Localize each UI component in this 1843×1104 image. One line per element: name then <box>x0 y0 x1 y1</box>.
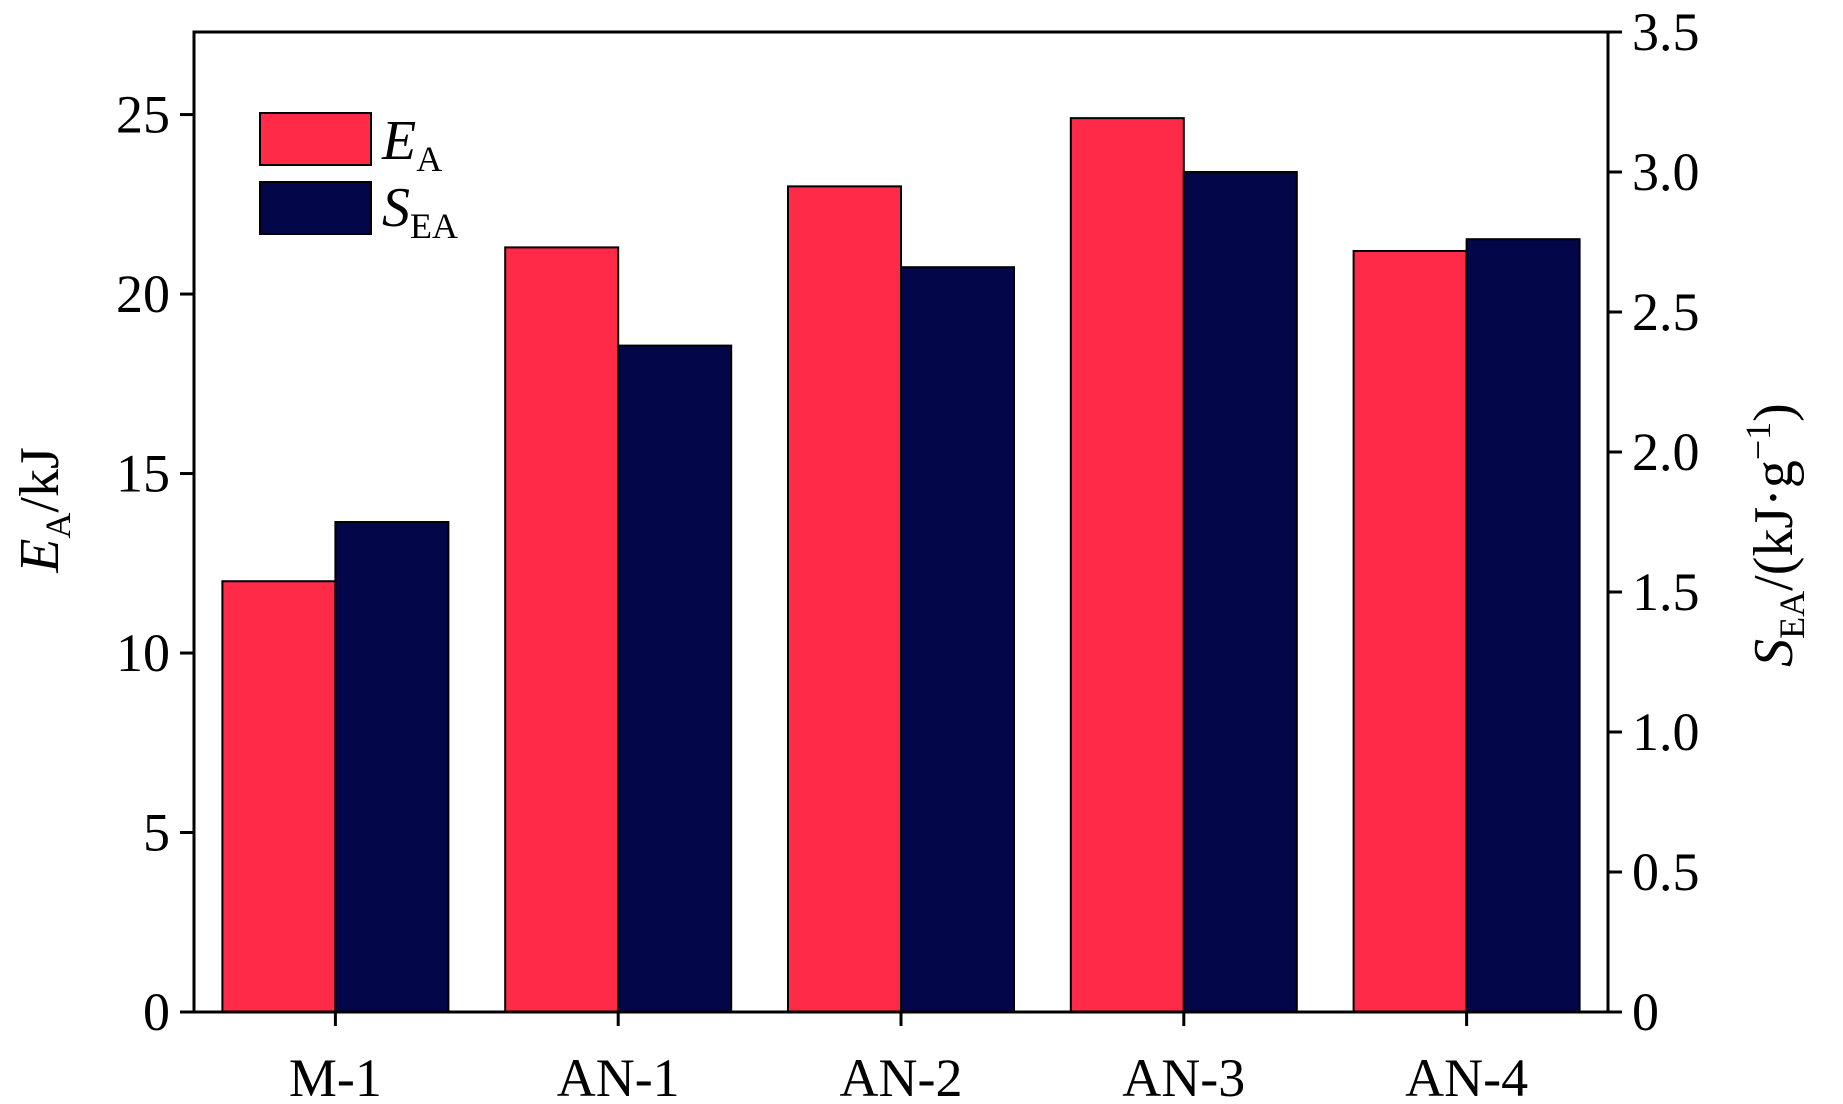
legend: EA SEA <box>259 110 458 246</box>
legend-swatch-sea <box>259 181 372 235</box>
right-tick-label: 1.0 <box>1632 702 1700 762</box>
bar-sea-an-1 <box>617 344 733 1014</box>
left-tick-label: 5 <box>143 803 170 863</box>
bars-group <box>221 117 1581 1014</box>
bar-sea-an-2 <box>900 266 1015 1013</box>
bar-sea-an-4 <box>1465 238 1581 1013</box>
right-tick-label: 2.5 <box>1632 282 1700 342</box>
right-tick-label: 1.5 <box>1632 562 1700 622</box>
bar-ea-m-1 <box>221 580 337 1013</box>
right-tick-label: 3.0 <box>1632 142 1700 202</box>
right-axis-label: SEA/(kJ·g−1) <box>1738 403 1812 667</box>
legend-label-ea: EA <box>381 110 442 179</box>
left-tick-label: 20 <box>116 264 170 324</box>
bar-ea-an-1 <box>504 246 620 1013</box>
right-tick-label: 0 <box>1632 982 1659 1042</box>
right-axis-label-main: S <box>1743 639 1805 667</box>
left-tick-label: 10 <box>116 623 170 683</box>
right-tick-label: 0.5 <box>1632 842 1700 902</box>
left-tick-label: 15 <box>116 444 170 504</box>
bar-ea-an-4 <box>1352 249 1468 1013</box>
left-tick-label: 0 <box>143 982 170 1042</box>
legend-swatch-ea <box>259 112 372 166</box>
right-axis-label-rest: /(kJ·g <box>1743 460 1805 591</box>
left-axis-label-main: E <box>9 539 71 574</box>
bar-sea-an-3 <box>1182 171 1298 1013</box>
left-axis-label-sub: A <box>38 513 78 539</box>
legend-label-sea: SEA <box>382 177 458 246</box>
x-tick-label: AN-4 <box>1405 1048 1528 1104</box>
category-ticks: M-1 AN-1 AN-2 AN-3 AN-4 <box>289 1012 1528 1104</box>
left-tick-label: 25 <box>116 85 170 145</box>
right-axis-ticks: 0 0.5 1.0 1.5 2.0 2.5 3.0 3.5 <box>1608 2 1700 1042</box>
bar-ea-an-3 <box>1069 117 1185 1013</box>
left-axis-label-rest: /kJ <box>9 447 71 512</box>
left-axis-label: EA/kJ <box>9 447 78 574</box>
right-tick-label: 3.5 <box>1632 2 1700 62</box>
x-tick-label: AN-2 <box>840 1048 963 1104</box>
bar-ea-an-2 <box>787 185 902 1014</box>
x-tick-label: AN-1 <box>557 1048 680 1104</box>
left-axis-ticks: 0 5 10 15 20 25 <box>116 85 194 1042</box>
right-tick-label: 2.0 <box>1632 422 1700 482</box>
right-axis-label-sup: −1 <box>1738 422 1778 460</box>
right-axis-label-end: ) <box>1743 403 1805 422</box>
bar-sea-m-1 <box>334 521 450 1013</box>
right-axis-label-sub: EA <box>1772 591 1812 639</box>
x-tick-label: M-1 <box>289 1048 382 1104</box>
x-tick-label: AN-3 <box>1122 1048 1245 1104</box>
